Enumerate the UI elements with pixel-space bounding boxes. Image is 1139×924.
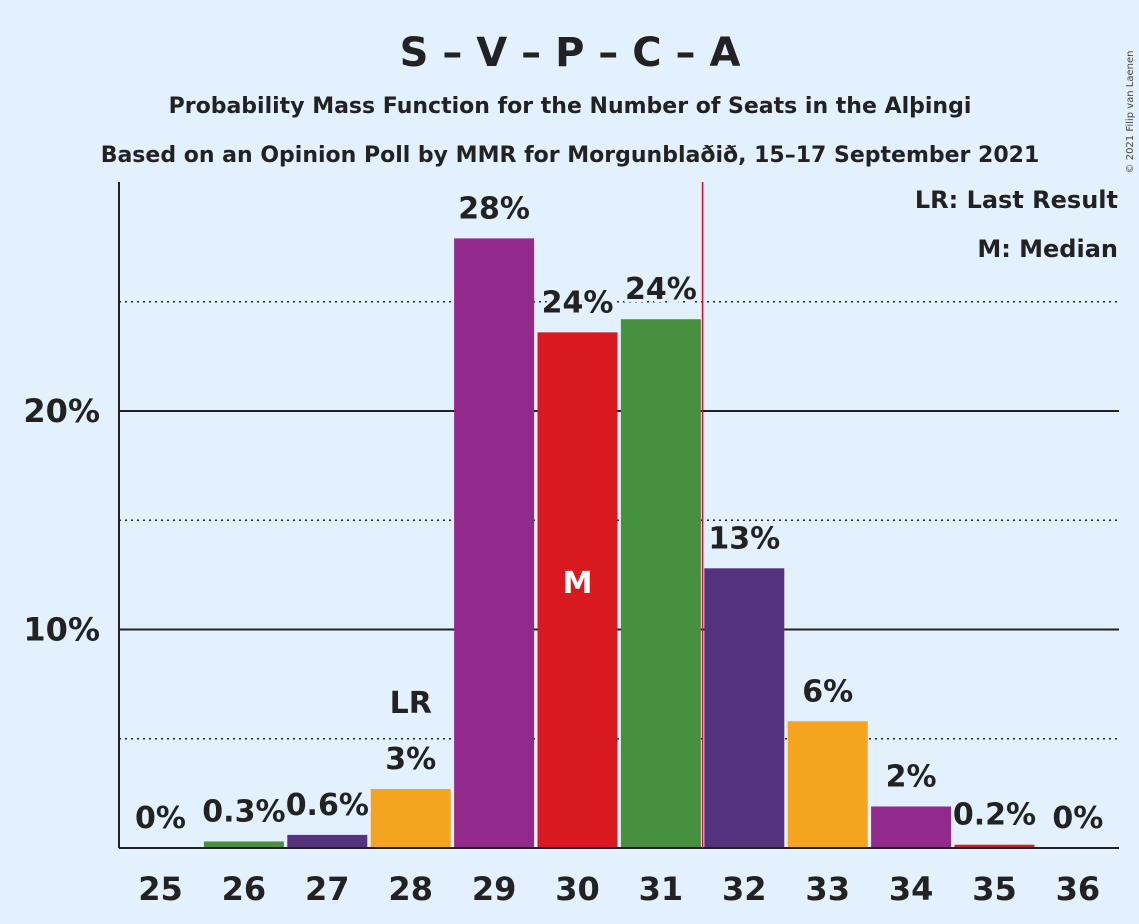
data-label-36: 0% (1052, 801, 1103, 836)
data-label-25: 0% (135, 801, 186, 836)
bar-35 (954, 844, 1035, 848)
legend-median: M: Median (977, 235, 1118, 263)
last-result-marker: LR (390, 686, 432, 721)
data-label-30: 24% (542, 285, 614, 320)
x-tick-35: 35 (972, 870, 1017, 908)
gridlines (119, 301, 1119, 740)
chart-subtitle-1: Probability Mass Function for the Number… (169, 94, 972, 119)
bar-26 (203, 841, 284, 848)
data-labels: 0% 0.3% 0.6% 3% LR 28% 24% M 24% 13% 6% 2% 0.2% 0% (132, 188, 1106, 839)
x-tick-27: 27 (305, 870, 350, 908)
bars (203, 238, 1035, 849)
x-tick-31: 31 (639, 870, 684, 908)
chart-title: S – V – P – C – A (400, 30, 741, 76)
data-label-28: 3% (385, 742, 436, 777)
x-tick-34: 34 (889, 870, 934, 908)
y-tick-label: 10% (23, 611, 100, 649)
data-label-27: 0.6% (286, 788, 369, 823)
x-tick-26: 26 (222, 870, 267, 908)
data-label-34: 2% (886, 759, 937, 794)
data-label-32: 13% (708, 521, 780, 556)
data-label-35: 0.2% (953, 798, 1036, 833)
x-tick-29: 29 (472, 870, 517, 908)
bar-29 (454, 238, 535, 848)
data-label-31: 24% (625, 272, 697, 307)
bar-31 (620, 319, 701, 849)
legend: LR: Last Result M: Median (915, 186, 1118, 263)
y-tick-label: 20% (23, 392, 100, 430)
chart-subtitle-2: Based on an Opinion Poll by MMR for Morg… (101, 143, 1040, 168)
x-tick-32: 32 (722, 870, 767, 908)
y-tick-labels: 10% 20% (23, 392, 100, 649)
x-tick-28: 28 (388, 870, 433, 908)
bar-28 (370, 789, 451, 848)
legend-last-result: LR: Last Result (915, 186, 1118, 214)
bar-33 (787, 721, 868, 848)
bar-32 (704, 568, 785, 848)
bar-34 (871, 806, 952, 848)
data-label-29: 28% (458, 191, 530, 226)
x-tick-25: 25 (138, 870, 183, 908)
x-tick-labels: 25 26 27 28 29 30 31 32 33 34 35 36 (138, 870, 1100, 908)
x-tick-33: 33 (805, 870, 850, 908)
median-marker: M (563, 566, 593, 601)
bar-30 (537, 332, 618, 849)
data-label-26: 0.3% (202, 794, 285, 829)
copyright-text: © 2021 Filip van Laenen (1125, 51, 1136, 174)
x-tick-30: 30 (555, 870, 600, 908)
data-label-33: 6% (802, 674, 853, 709)
bar-27 (287, 834, 368, 848)
x-tick-36: 36 (1056, 870, 1101, 908)
